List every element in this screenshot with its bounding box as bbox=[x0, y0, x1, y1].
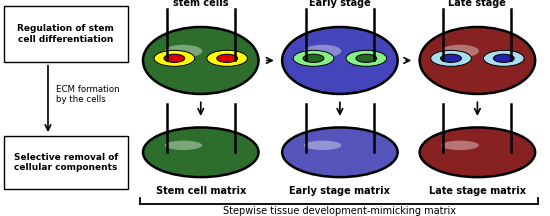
Ellipse shape bbox=[282, 127, 398, 177]
Ellipse shape bbox=[143, 27, 258, 94]
Circle shape bbox=[356, 54, 377, 62]
FancyBboxPatch shape bbox=[4, 136, 128, 189]
Ellipse shape bbox=[143, 127, 258, 177]
Ellipse shape bbox=[441, 45, 479, 57]
FancyBboxPatch shape bbox=[4, 6, 128, 62]
Text: Stepwise tissue development-mimicking matrix: Stepwise tissue development-mimicking ma… bbox=[223, 206, 455, 216]
Ellipse shape bbox=[282, 27, 398, 94]
Circle shape bbox=[431, 50, 471, 66]
Circle shape bbox=[154, 50, 195, 66]
Text: Selective removal of
cellular components: Selective removal of cellular components bbox=[14, 153, 118, 172]
Circle shape bbox=[207, 50, 248, 66]
Text: Mesenchymal
stem cells: Mesenchymal stem cells bbox=[163, 0, 238, 8]
Text: Early stage: Early stage bbox=[309, 0, 371, 8]
Text: Late stage matrix: Late stage matrix bbox=[429, 186, 526, 196]
Ellipse shape bbox=[420, 27, 535, 94]
Text: Late stage: Late stage bbox=[448, 0, 507, 8]
Circle shape bbox=[303, 54, 324, 62]
Ellipse shape bbox=[164, 45, 202, 57]
Circle shape bbox=[293, 50, 334, 66]
Text: ECM formation
by the cells: ECM formation by the cells bbox=[56, 85, 120, 104]
Circle shape bbox=[493, 54, 514, 62]
Circle shape bbox=[164, 54, 185, 62]
Ellipse shape bbox=[441, 141, 479, 150]
Text: Regulation of stem
cell differentiation: Regulation of stem cell differentiation bbox=[17, 24, 114, 44]
Text: Stem cell matrix: Stem cell matrix bbox=[156, 186, 246, 196]
Ellipse shape bbox=[304, 141, 342, 150]
Ellipse shape bbox=[164, 141, 202, 150]
Circle shape bbox=[441, 54, 461, 62]
Circle shape bbox=[217, 54, 238, 62]
Circle shape bbox=[346, 50, 387, 66]
Circle shape bbox=[483, 50, 524, 66]
Text: Early stage matrix: Early stage matrix bbox=[289, 186, 390, 196]
Ellipse shape bbox=[304, 45, 342, 57]
Ellipse shape bbox=[420, 127, 535, 177]
